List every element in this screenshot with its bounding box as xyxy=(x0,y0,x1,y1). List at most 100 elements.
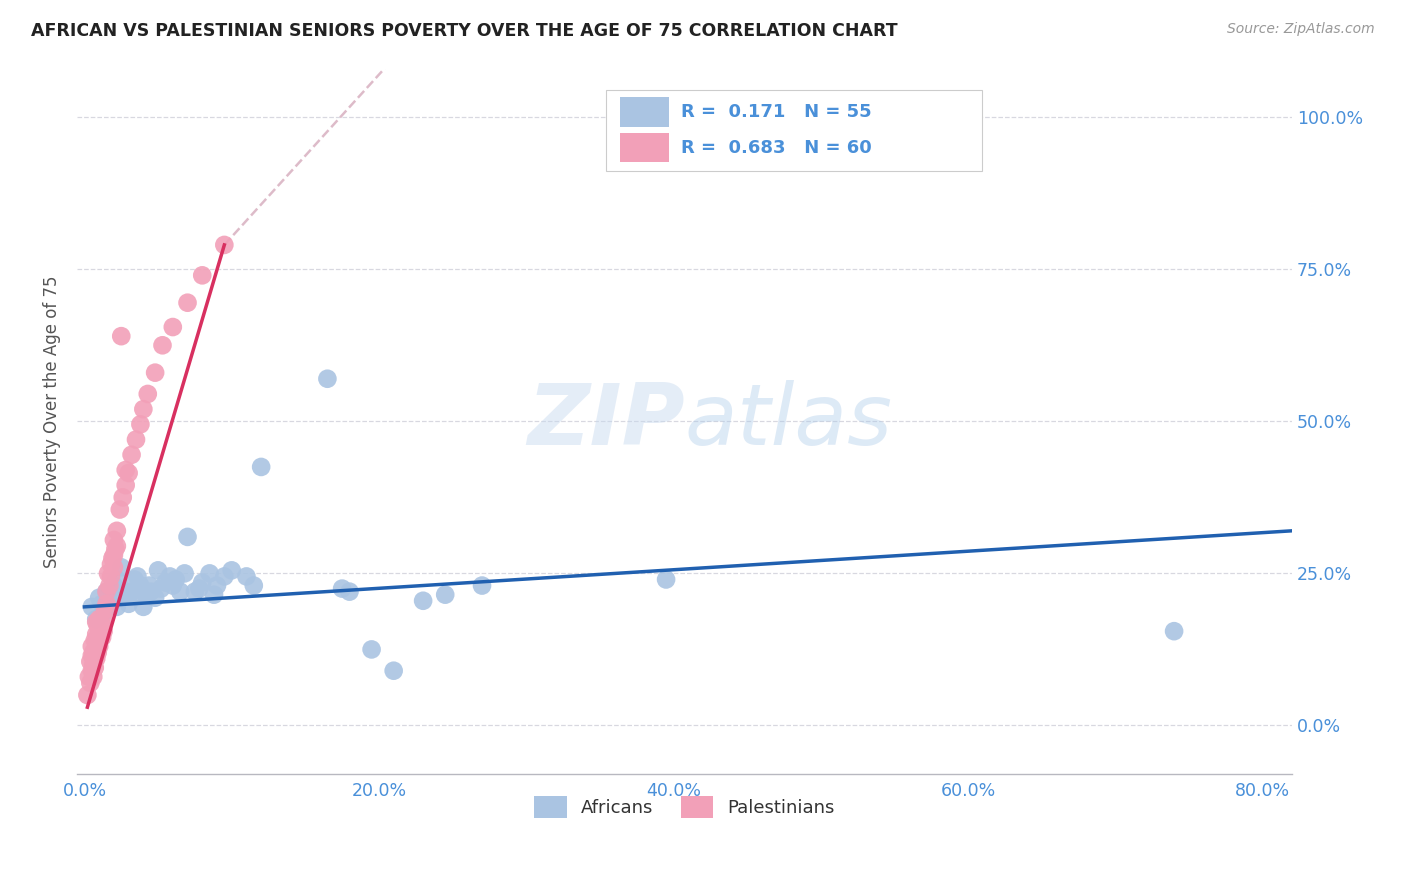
Point xyxy=(96,584,118,599)
Text: Source: ZipAtlas.com: Source: ZipAtlas.com xyxy=(1227,22,1375,37)
Point xyxy=(121,584,143,599)
Point xyxy=(105,539,128,553)
Point xyxy=(101,551,124,566)
FancyBboxPatch shape xyxy=(606,90,983,171)
Point xyxy=(198,566,221,581)
Point xyxy=(76,688,98,702)
Point xyxy=(176,295,198,310)
Point xyxy=(91,597,114,611)
Point xyxy=(191,575,214,590)
Point xyxy=(191,268,214,283)
Point xyxy=(83,648,105,663)
Point xyxy=(155,575,177,590)
Point xyxy=(82,670,104,684)
Point xyxy=(80,664,103,678)
Point xyxy=(138,578,160,592)
Point xyxy=(235,569,257,583)
Point xyxy=(91,618,114,632)
Point xyxy=(86,633,108,648)
Point xyxy=(214,569,236,583)
Point xyxy=(135,588,157,602)
Point xyxy=(132,599,155,614)
Point xyxy=(104,542,127,557)
Point xyxy=(127,569,149,583)
Point xyxy=(165,573,187,587)
Point xyxy=(105,599,128,614)
Legend: Africans, Palestinians: Africans, Palestinians xyxy=(527,789,842,825)
Point xyxy=(117,597,139,611)
Point xyxy=(82,657,104,672)
Point xyxy=(86,645,108,659)
Point xyxy=(103,533,125,547)
Point xyxy=(96,584,118,599)
Point xyxy=(84,627,107,641)
Point xyxy=(89,624,111,639)
Point xyxy=(143,366,166,380)
Point xyxy=(97,566,120,581)
Point xyxy=(110,560,132,574)
Point xyxy=(129,417,152,432)
Point xyxy=(243,578,266,592)
Point xyxy=(412,594,434,608)
Point xyxy=(150,582,173,596)
Point xyxy=(202,588,225,602)
Point xyxy=(655,573,678,587)
FancyBboxPatch shape xyxy=(620,97,669,127)
Y-axis label: Seniors Poverty Over the Age of 75: Seniors Poverty Over the Age of 75 xyxy=(44,275,60,567)
Point xyxy=(100,597,122,611)
Text: R =  0.171   N = 55: R = 0.171 N = 55 xyxy=(681,103,872,121)
Point xyxy=(205,578,228,592)
Point xyxy=(162,578,184,592)
Point xyxy=(77,670,100,684)
Point xyxy=(316,372,339,386)
Point xyxy=(82,645,104,659)
Point xyxy=(143,591,166,605)
Point xyxy=(125,588,148,602)
Point xyxy=(80,599,103,614)
Point xyxy=(80,640,103,654)
Point xyxy=(132,402,155,417)
Point xyxy=(184,584,207,599)
Text: AFRICAN VS PALESTINIAN SENIORS POVERTY OVER THE AGE OF 75 CORRELATION CHART: AFRICAN VS PALESTINIAN SENIORS POVERTY O… xyxy=(31,22,897,40)
Point xyxy=(125,433,148,447)
Point xyxy=(129,578,152,592)
Point xyxy=(96,597,118,611)
Point xyxy=(114,584,136,599)
Point xyxy=(117,466,139,480)
Point xyxy=(111,491,134,505)
Point xyxy=(89,640,111,654)
Point xyxy=(214,238,236,252)
Point xyxy=(188,582,211,596)
Point xyxy=(110,329,132,343)
Point xyxy=(93,606,115,620)
Point xyxy=(103,548,125,562)
Point xyxy=(176,530,198,544)
Point xyxy=(89,591,111,605)
Point xyxy=(105,573,128,587)
Point xyxy=(79,655,101,669)
Point xyxy=(146,563,169,577)
Point xyxy=(83,661,105,675)
Text: atlas: atlas xyxy=(685,380,893,463)
Point xyxy=(114,478,136,492)
Point xyxy=(90,630,112,644)
Text: R =  0.683   N = 60: R = 0.683 N = 60 xyxy=(681,138,872,157)
Point xyxy=(90,618,112,632)
Point xyxy=(382,664,405,678)
Point xyxy=(80,648,103,663)
Point xyxy=(114,463,136,477)
Point xyxy=(173,566,195,581)
Point xyxy=(98,578,121,592)
Point xyxy=(152,338,174,352)
Point xyxy=(84,640,107,654)
Point xyxy=(100,569,122,583)
Point xyxy=(1163,624,1185,639)
Point xyxy=(93,624,115,639)
Point xyxy=(97,588,120,602)
Point xyxy=(84,651,107,665)
Point xyxy=(93,612,115,626)
Point xyxy=(121,448,143,462)
Point xyxy=(339,584,361,599)
Point xyxy=(84,615,107,629)
Point xyxy=(250,459,273,474)
